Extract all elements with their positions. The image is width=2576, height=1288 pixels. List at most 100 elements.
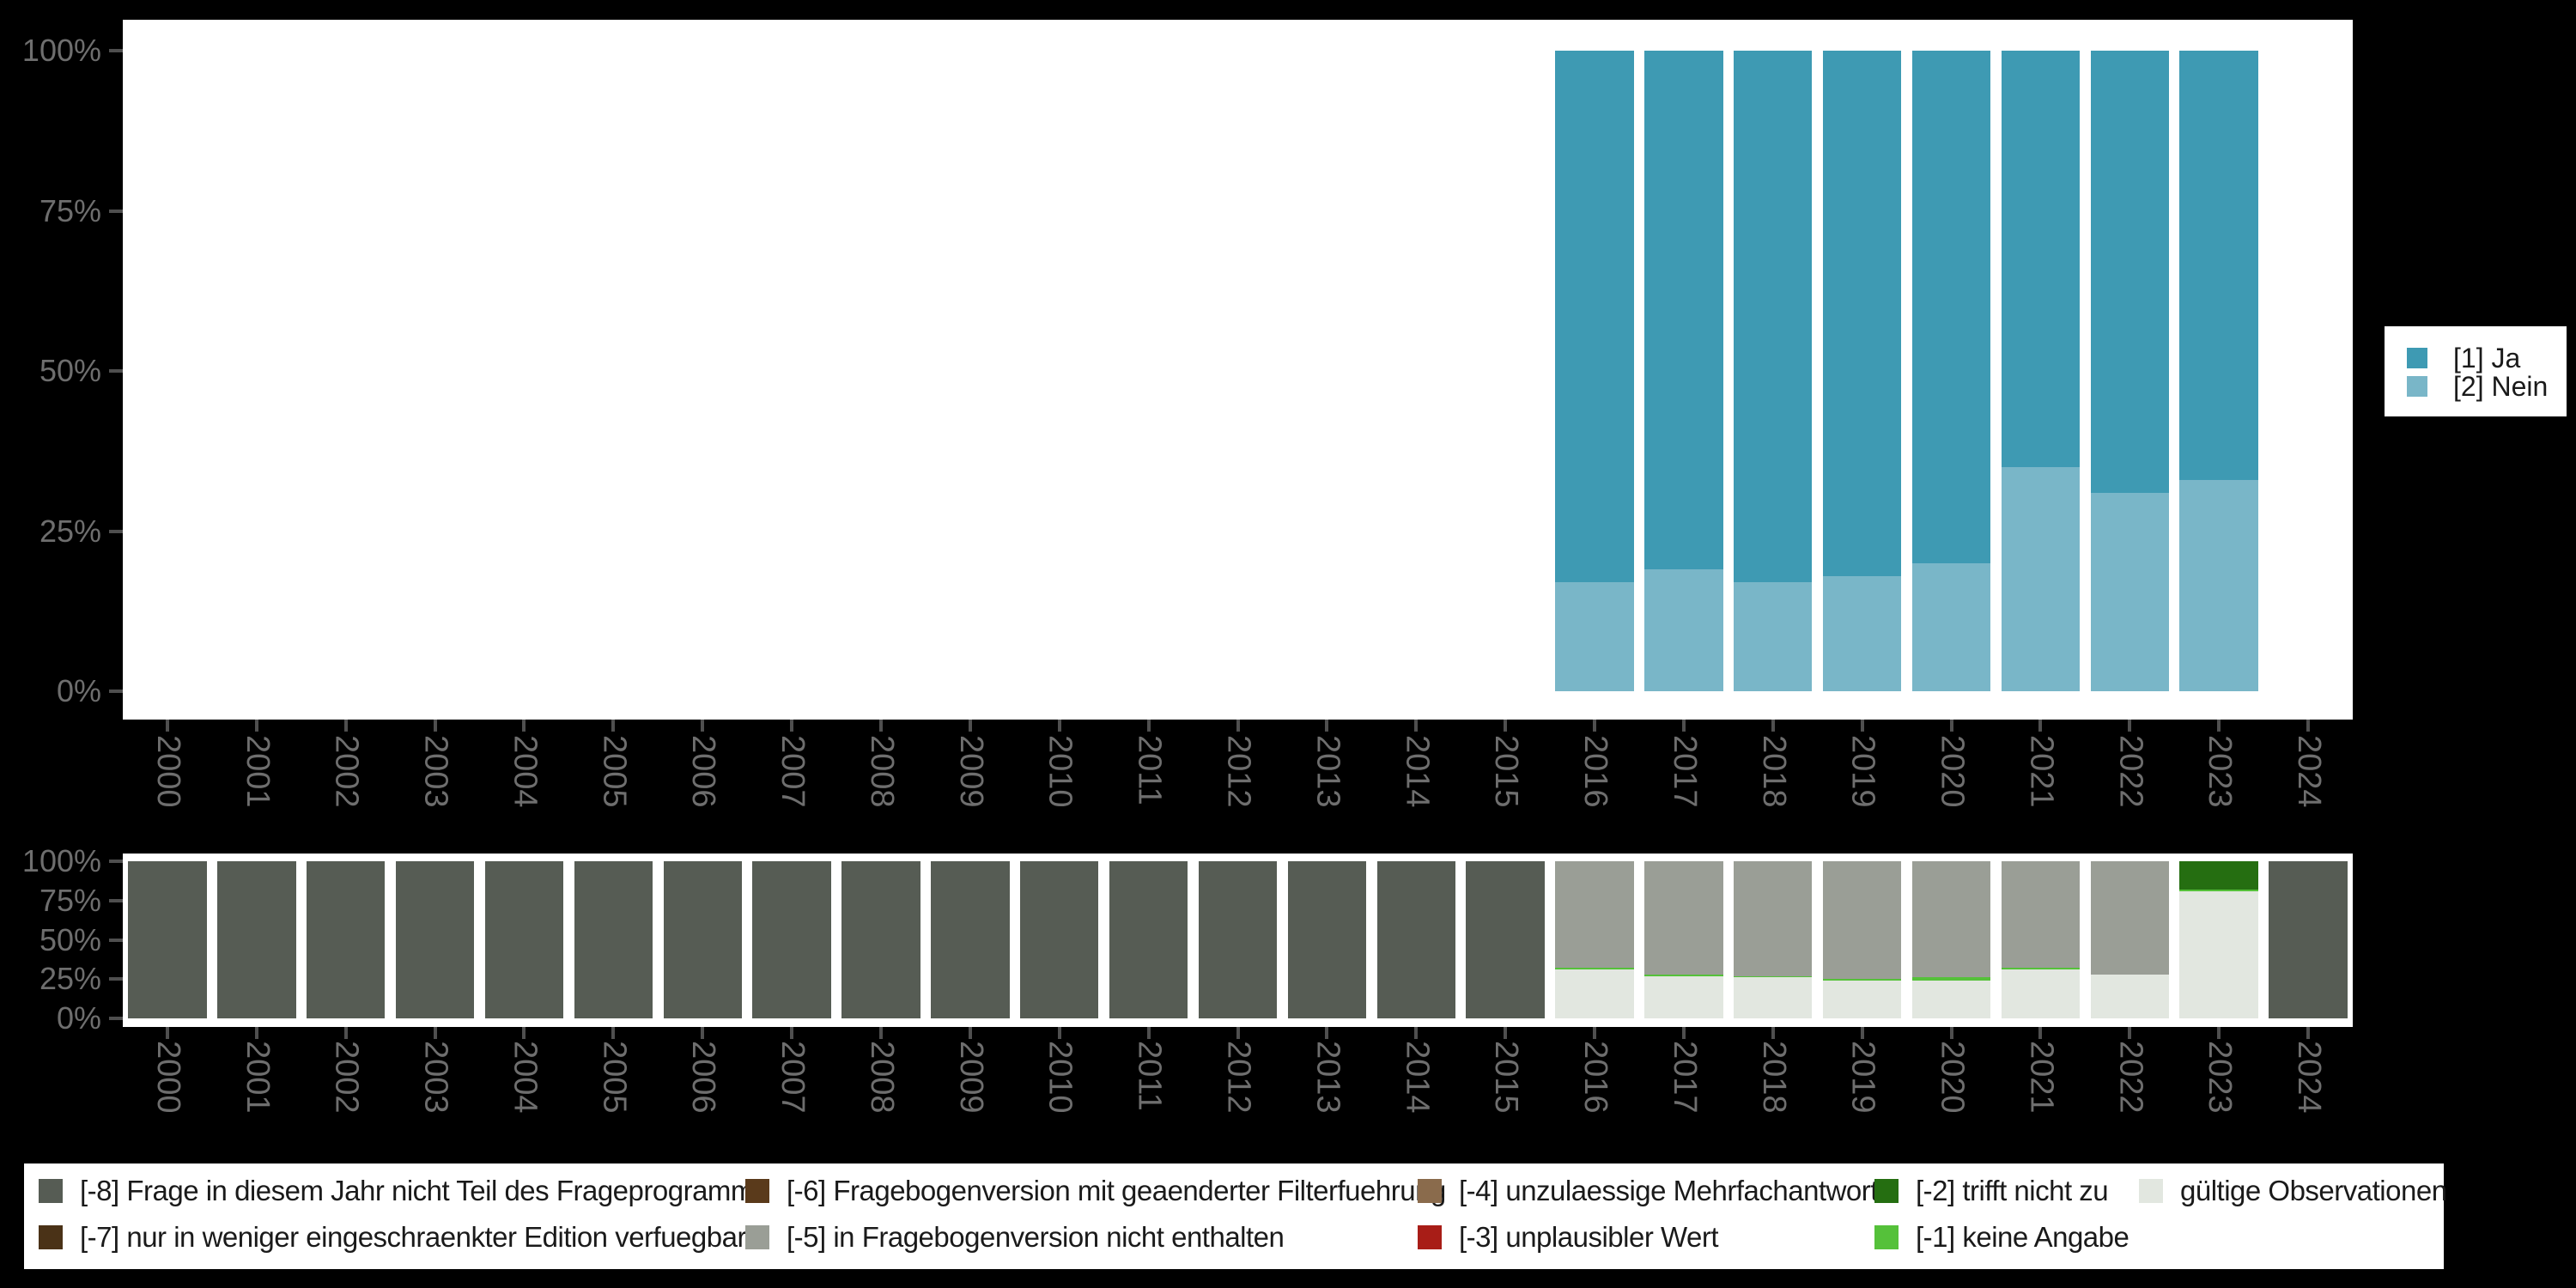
y-axis-tick bbox=[109, 49, 123, 52]
x-axis-year-label: 2015 bbox=[1488, 1041, 1525, 1114]
bar-segment bbox=[2001, 466, 2081, 691]
x-axis-year-label: 2009 bbox=[952, 735, 989, 808]
bar-segment bbox=[574, 861, 653, 1018]
x-axis-year-label: 2018 bbox=[1755, 735, 1792, 808]
bar-segment bbox=[1555, 967, 1634, 970]
bar-segment bbox=[1734, 582, 1813, 691]
y-axis-tick bbox=[109, 369, 123, 373]
bar-segment bbox=[1644, 51, 1723, 570]
x-axis-year-label: 2000 bbox=[149, 1041, 186, 1114]
bar-segment bbox=[2179, 479, 2258, 691]
x-axis-tick bbox=[2038, 720, 2043, 732]
bar-segment bbox=[2179, 51, 2258, 480]
bar-segment bbox=[1822, 981, 1902, 1018]
bar-segment bbox=[1376, 861, 1455, 1018]
x-axis-year-label: 2008 bbox=[863, 735, 900, 808]
bar-segment bbox=[2001, 967, 2081, 970]
x-axis-tick bbox=[878, 1027, 883, 1039]
y-axis-tick-label: 0% bbox=[56, 673, 101, 708]
bar-segment bbox=[128, 861, 207, 1018]
bar-segment bbox=[395, 861, 475, 1018]
legend-swatch bbox=[1418, 1225, 1442, 1249]
x-axis-tick bbox=[254, 1027, 258, 1039]
y-axis-tick-label: 100% bbox=[21, 33, 101, 68]
y-axis-tick-label: 0% bbox=[56, 1000, 101, 1036]
legend-label: [-6] Fragebogenversion mit geaenderter F… bbox=[787, 1175, 1446, 1206]
x-axis-year-label: 2014 bbox=[1399, 1041, 1436, 1114]
bar-segment bbox=[1734, 977, 1813, 1018]
bar-segment bbox=[1911, 981, 1991, 1018]
x-axis-tick bbox=[165, 1027, 169, 1039]
x-axis-tick bbox=[1057, 720, 1061, 732]
x-axis-year-label: 2013 bbox=[1309, 735, 1346, 808]
legend-entry: [2] Nein bbox=[2385, 372, 2567, 401]
legend-label: [-3] unplausibler Wert bbox=[1459, 1221, 1719, 1253]
x-axis-year-label: 2002 bbox=[328, 1041, 365, 1114]
y-axis-tick-label: 75% bbox=[39, 882, 101, 918]
legend-label: [1] Ja bbox=[2453, 343, 2521, 374]
x-axis-tick bbox=[165, 720, 169, 732]
x-axis-tick bbox=[2128, 720, 2132, 732]
x-axis-year-label: 2003 bbox=[417, 1041, 454, 1114]
x-axis-tick bbox=[1414, 720, 1419, 732]
x-axis-year-label: 2018 bbox=[1755, 1041, 1792, 1114]
legend-label: [-2] trifft nicht zu bbox=[1916, 1175, 2109, 1206]
bar-segment bbox=[1644, 975, 1723, 1018]
x-axis-year-label: 2019 bbox=[1844, 735, 1881, 808]
x-axis-year-label: 2015 bbox=[1488, 735, 1525, 808]
missing-codes-legend: [-8] Frage in diesem Jahr nicht Teil des… bbox=[24, 1163, 2447, 1269]
x-axis-tick bbox=[522, 720, 526, 732]
bar-segment bbox=[2090, 861, 2169, 975]
bar-segment bbox=[217, 861, 296, 1018]
bar-segment bbox=[1734, 51, 1813, 583]
x-axis-tick bbox=[790, 720, 794, 732]
x-axis-tick bbox=[1414, 1027, 1419, 1039]
x-axis-year-label: 2017 bbox=[1666, 1041, 1703, 1114]
bar-segment bbox=[1822, 861, 1902, 980]
legend-swatch bbox=[745, 1179, 769, 1203]
x-axis-tick bbox=[522, 1027, 526, 1039]
legend-swatch bbox=[2407, 348, 2427, 368]
bar-segment bbox=[1911, 51, 1991, 563]
x-axis-year-label: 2021 bbox=[2023, 1041, 2060, 1114]
x-axis-year-label: 2013 bbox=[1309, 1041, 1346, 1114]
x-axis-tick bbox=[433, 720, 437, 732]
lower-chart-panel bbox=[123, 854, 2353, 1027]
bar-segment bbox=[2179, 890, 2258, 1018]
x-axis-year-label: 2024 bbox=[2291, 1041, 2328, 1114]
bar-segment bbox=[2269, 861, 2348, 1018]
y-axis-tick-label: 75% bbox=[39, 192, 101, 228]
x-axis-year-label: 2024 bbox=[2291, 735, 2328, 808]
x-axis-year-label: 2004 bbox=[507, 1041, 544, 1114]
x-axis-tick bbox=[1771, 720, 1775, 732]
bar-segment bbox=[2090, 51, 2169, 493]
bar-segment bbox=[1555, 861, 1634, 969]
legend-swatch bbox=[39, 1179, 63, 1203]
legend-swatch bbox=[39, 1225, 63, 1249]
bar-segment bbox=[1911, 562, 1991, 691]
x-axis-year-label: 2010 bbox=[1042, 1041, 1078, 1114]
response-categories-legend: [1] Ja [2] Nein bbox=[2385, 326, 2567, 416]
x-axis-tick bbox=[968, 720, 972, 732]
bar-segment bbox=[306, 861, 386, 1018]
x-axis-tick bbox=[1325, 1027, 1329, 1039]
bar-segment bbox=[1734, 975, 1813, 978]
x-axis-tick bbox=[1146, 720, 1151, 732]
y-axis-tick bbox=[109, 690, 123, 693]
x-axis-year-label: 2012 bbox=[1220, 735, 1257, 808]
x-axis-year-label: 2005 bbox=[596, 1041, 633, 1114]
legend-label: gültige Observationen bbox=[2180, 1175, 2447, 1206]
x-axis-tick bbox=[254, 720, 258, 732]
y-axis-tick bbox=[109, 898, 123, 902]
x-axis-tick bbox=[1949, 720, 1953, 732]
x-axis-year-label: 2004 bbox=[507, 735, 544, 808]
x-axis-year-label: 2011 bbox=[1131, 1041, 1168, 1111]
x-axis-tick bbox=[1771, 1027, 1775, 1039]
bar-segment bbox=[1734, 861, 1813, 976]
bar-segment bbox=[1109, 861, 1188, 1018]
legend-label: [-8] Frage in diesem Jahr nicht Teil des… bbox=[80, 1175, 768, 1206]
bar-segment bbox=[663, 861, 742, 1018]
y-axis-tick-label: 50% bbox=[39, 353, 101, 388]
x-axis-tick bbox=[1860, 1027, 1864, 1039]
bar-segment bbox=[2179, 861, 2258, 890]
